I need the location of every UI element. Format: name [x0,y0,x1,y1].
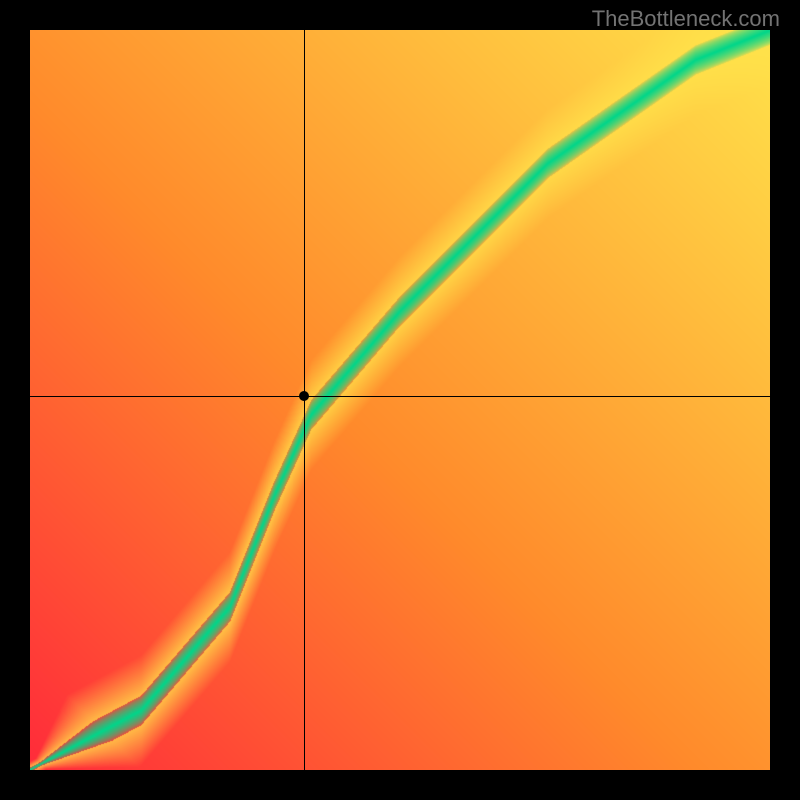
heatmap-canvas [30,30,770,770]
crosshair-horizontal [30,396,770,397]
chart-container: TheBottleneck.com [0,0,800,800]
data-point-marker [299,391,309,401]
watermark-text: TheBottleneck.com [592,6,780,32]
plot-area [30,30,770,770]
